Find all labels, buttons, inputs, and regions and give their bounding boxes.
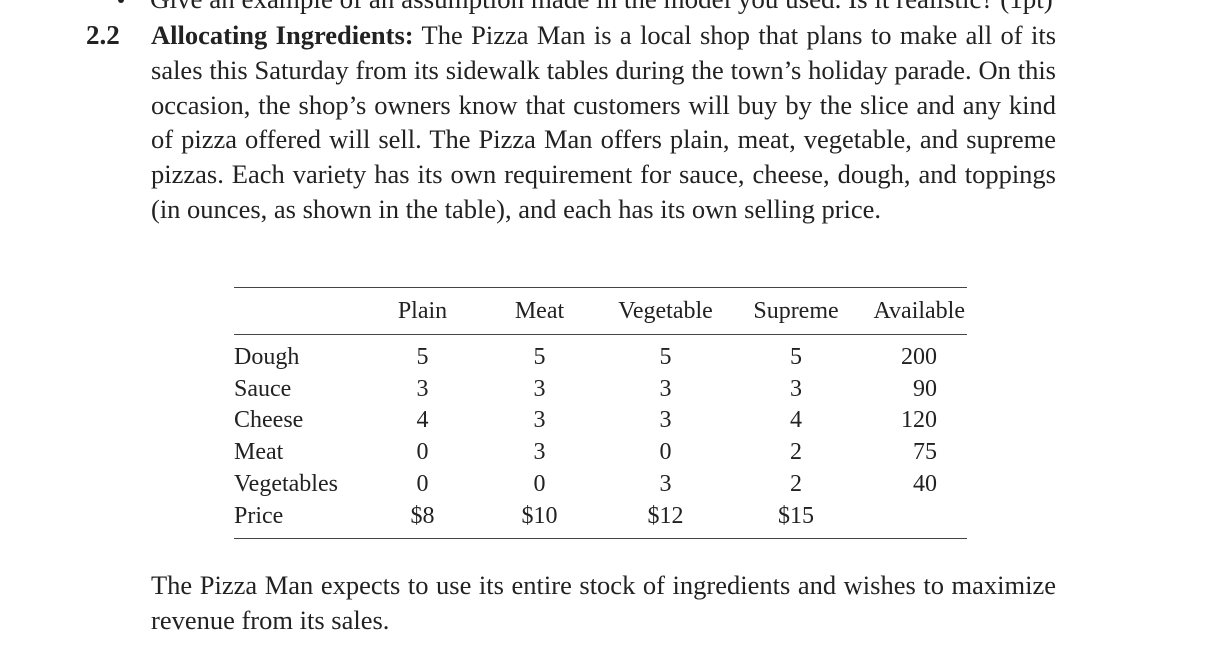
cell-available [859, 500, 967, 540]
cell-meat: 3 [533, 439, 546, 466]
cell-vegetable: 5 [659, 344, 672, 370]
cell-supreme: 5 [790, 344, 802, 370]
cell-vegetable: 3 [659, 407, 672, 434]
cell-plain: 5 [416, 344, 429, 370]
problem-number: 2.2 [86, 20, 120, 50]
table-row: Price $8 $10 $12 $15 [234, 500, 967, 540]
ingredients-table-wrap: Plain Meat Vegetable Supreme Available D… [234, 287, 967, 540]
table-row: Cheese 4 3 3 4 120 [234, 405, 967, 437]
closing-paragraph: The Pizza Man expects to use its entire … [151, 570, 1056, 635]
table-row: Meat 0 3 0 2 75 [234, 437, 967, 469]
clipped-previous-line: Give an example of an assumption made in… [150, 0, 1053, 13]
cell-meat: 3 [533, 407, 546, 434]
cell-vegetable: 3 [659, 375, 672, 402]
cell-vegetable: 0 [659, 439, 672, 466]
cell-meat: 0 [533, 470, 546, 497]
cell-plain: 3 [416, 375, 429, 402]
header-cell-available: Available [859, 287, 967, 335]
cell-meat: 3 [533, 375, 546, 402]
ingredients-table: Plain Meat Vegetable Supreme Available D… [234, 287, 967, 540]
problem-text: Allocating Ingredients: The Pizza Man is… [151, 18, 1056, 227]
row-label: Dough [234, 344, 300, 370]
bullet-icon [118, 0, 124, 3]
cell-meat: 5 [533, 344, 546, 370]
header-cell-empty [234, 287, 364, 335]
row-label: Meat [234, 439, 284, 466]
row-label: Price [234, 500, 364, 540]
cell-supreme: 2 [790, 470, 802, 497]
cell-available: 40 [913, 470, 937, 497]
cell-supreme: 3 [790, 375, 802, 402]
row-label: Vegetables [234, 470, 338, 497]
table-header-row: Plain Meat Vegetable Supreme Available [234, 287, 967, 335]
cell-supreme: $15 [733, 500, 859, 540]
table-row: Vegetables 0 0 3 2 40 [234, 469, 967, 501]
cell-available: 200 [901, 344, 937, 370]
header-cell-plain: Plain [364, 287, 481, 335]
problem-body: The Pizza Man is a local shop that plans… [151, 20, 1057, 224]
cell-supreme: 4 [790, 407, 802, 434]
header-cell-vegetable: Vegetable [598, 287, 733, 335]
cell-meat: $10 [481, 500, 598, 540]
cell-vegetable: 3 [659, 470, 672, 497]
table-row: Sauce 3 3 3 3 90 [234, 374, 967, 406]
problem-title: Allocating Ingredients: [151, 20, 414, 50]
cell-vegetable: $12 [598, 500, 733, 540]
table-row: Dough 5 5 5 5 200 [234, 335, 967, 374]
cell-supreme: 2 [790, 439, 802, 466]
header-cell-supreme: Supreme [733, 287, 859, 335]
cell-plain: 0 [416, 439, 429, 466]
cell-available: 75 [913, 439, 937, 466]
cell-plain: 0 [416, 470, 429, 497]
header-cell-meat: Meat [481, 287, 598, 335]
row-label: Sauce [234, 375, 292, 402]
cell-available: 90 [913, 375, 937, 402]
cell-plain: 4 [416, 407, 429, 434]
cell-plain: $8 [364, 500, 481, 540]
row-label: Cheese [234, 407, 304, 434]
cell-available: 120 [901, 407, 937, 434]
